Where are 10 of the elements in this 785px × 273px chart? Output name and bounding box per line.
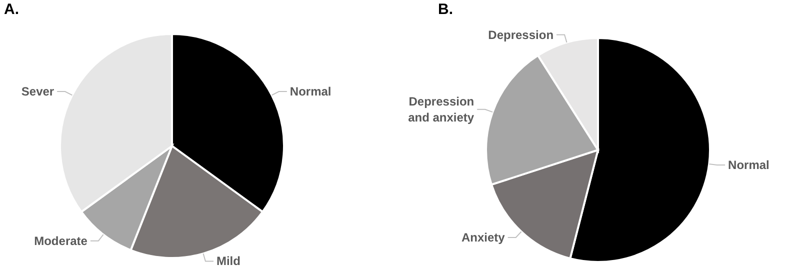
chart-title: B. — [438, 1, 453, 18]
slice-label: Depression — [488, 28, 554, 42]
slice-label: Sever — [21, 84, 54, 99]
slice-label: Normal — [728, 158, 770, 172]
slice-label: Normal — [290, 84, 332, 99]
slice-label: Mild — [216, 254, 240, 268]
slice-label: Depression and anxiety — [408, 94, 474, 124]
chart-title: A. — [4, 1, 19, 18]
slice-label: Moderate — [34, 234, 88, 248]
slice-label: Anxiety — [461, 230, 506, 244]
